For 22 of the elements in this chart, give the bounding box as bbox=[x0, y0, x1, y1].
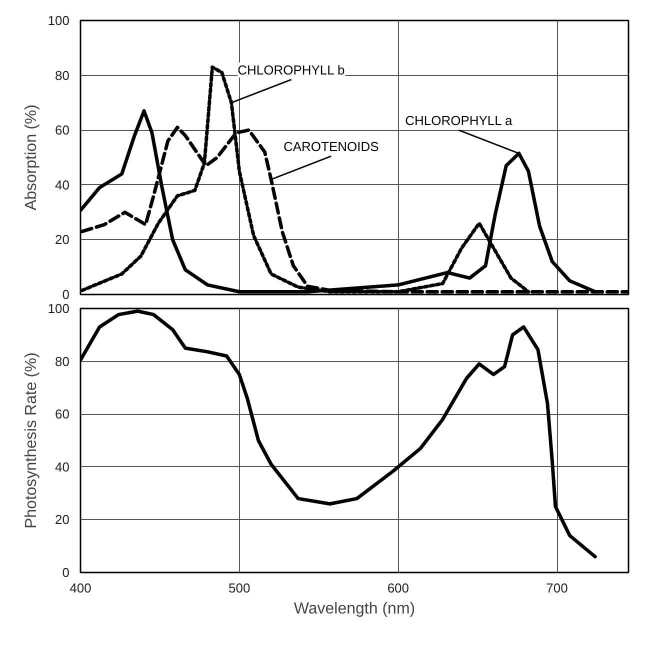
series-label: CAROTENOIDS bbox=[283, 139, 380, 154]
x-tick-label: 600 bbox=[387, 580, 410, 596]
y-tick-label: 100 bbox=[48, 301, 70, 316]
y-axis-title: Photosynthesis Rate (%) bbox=[22, 352, 40, 529]
y-tick-label: 0 bbox=[62, 565, 70, 580]
series-label: CHLOROPHYLL b bbox=[238, 62, 345, 78]
y-tick-label: 20 bbox=[55, 512, 70, 528]
y-tick-label: 60 bbox=[55, 122, 70, 138]
x-tick-label: 700 bbox=[546, 580, 568, 596]
x-tick-label: 400 bbox=[70, 580, 92, 596]
y-tick-label: 100 bbox=[48, 13, 70, 28]
y-tick-label: 60 bbox=[55, 406, 70, 422]
y-tick-label: 40 bbox=[55, 459, 70, 474]
y-tick-label: 20 bbox=[55, 232, 70, 248]
y-tick-label: 0 bbox=[62, 287, 70, 302]
y-tick-label: 80 bbox=[55, 68, 70, 83]
text: CHLOROPHYLL a bbox=[405, 113, 514, 128]
y-tick-label: 40 bbox=[55, 177, 70, 192]
x-axis-title: Wavelength (nm) bbox=[294, 600, 416, 618]
y-tick-label: 80 bbox=[55, 354, 70, 369]
x-tick-label: 500 bbox=[228, 580, 250, 596]
y-axis-title: Absorption (%) bbox=[22, 104, 40, 210]
